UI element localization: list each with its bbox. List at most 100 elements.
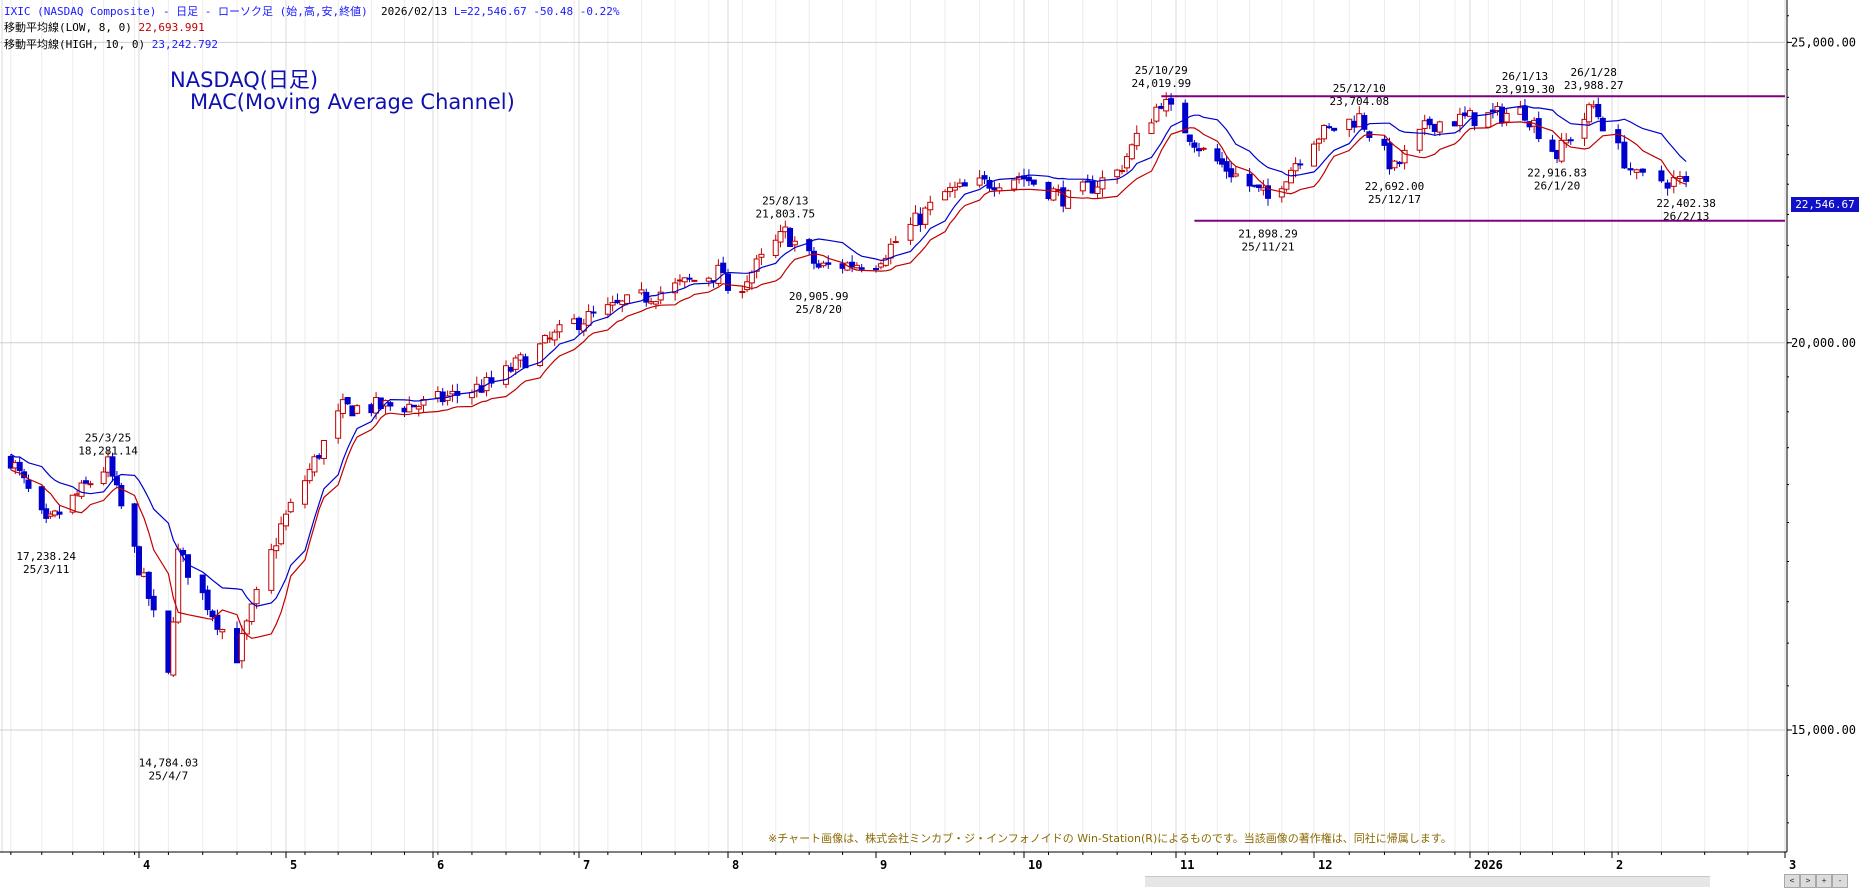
candle-down <box>199 574 206 594</box>
candle-up <box>652 301 659 305</box>
candle-down <box>1627 168 1634 171</box>
header-last: L=22,546.67 <box>453 5 527 18</box>
candle-down <box>82 480 89 484</box>
candle-up <box>248 603 255 622</box>
candle-up <box>571 318 578 324</box>
ma-low-line <box>10 121 1687 639</box>
candle-up <box>1133 132 1140 147</box>
candle-down <box>1521 106 1528 121</box>
candle-up <box>100 471 107 485</box>
annotation-value: 18,281.14 <box>78 445 138 458</box>
candle-up <box>268 549 275 591</box>
candle-up <box>1099 177 1106 190</box>
candle-down <box>981 175 988 180</box>
annotation-date: 25/12/10 <box>1333 82 1386 95</box>
candle-up <box>604 304 611 315</box>
annotation-value: 20,905.99 <box>789 290 849 303</box>
candle-down <box>917 213 924 226</box>
candle-down <box>1664 182 1671 189</box>
candle-up <box>273 545 280 552</box>
candle-down <box>1396 161 1403 165</box>
scroll-left-icon[interactable]: < <box>1784 874 1800 888</box>
candle-down <box>1535 118 1542 140</box>
ma-high-value: 23,242.792 <box>151 38 218 51</box>
candle-up <box>1356 113 1363 128</box>
candle-down <box>411 404 418 408</box>
candle-up <box>777 231 784 243</box>
candle-up <box>927 201 934 211</box>
candle-down <box>488 377 495 384</box>
candle-up <box>820 262 827 267</box>
annotation-date: 25/3/11 <box>23 563 69 576</box>
candle-up <box>517 354 524 361</box>
annotation-date: 25/8/20 <box>796 303 842 316</box>
horizontal-scrollbar[interactable] <box>1145 876 1710 887</box>
candle-up <box>170 621 177 676</box>
candle-down <box>873 268 879 271</box>
zoom-out-icon[interactable]: - <box>1832 874 1848 888</box>
candle-up <box>1321 124 1328 140</box>
x-tick-label: 5 <box>290 858 297 872</box>
candle-down <box>204 589 211 611</box>
candle-down <box>507 366 514 372</box>
candle-down <box>25 479 32 489</box>
candle-up <box>306 468 313 482</box>
candle-up <box>715 264 722 284</box>
annotation-value: 22,916.83 <box>1527 167 1587 180</box>
candle-up <box>1094 186 1101 195</box>
candle-up <box>956 182 963 187</box>
grid-lines <box>0 0 1786 852</box>
candle-down <box>810 250 817 264</box>
zoom-in-icon[interactable]: + <box>1816 874 1832 888</box>
annotation-value: 22,402.38 <box>1656 197 1716 210</box>
chart-title: NASDAQ(日足) <box>170 68 319 92</box>
candle-down <box>1595 103 1602 118</box>
candle-down <box>1381 138 1388 146</box>
scroll-right-icon[interactable]: > <box>1800 874 1816 888</box>
candle-up <box>301 480 308 505</box>
x-tick-label: 11 <box>1180 858 1194 872</box>
ma-low-label: 移動平均線(LOW, 8, 0) <box>4 21 132 34</box>
candle-up <box>1119 170 1126 173</box>
axes: 15,000.00 20,000.00 25,000.00 4 5 6 7 8 9 10 11 12 2… <box>0 0 1856 872</box>
candle-down <box>214 614 221 630</box>
annotation-value: 14,784.03 <box>139 756 199 769</box>
candle-up <box>1163 99 1170 112</box>
candle-up <box>219 629 226 633</box>
y-tick-label: 25,000.00 <box>1791 35 1856 49</box>
candle-up <box>744 281 751 291</box>
x-tick-label: 4 <box>143 858 150 872</box>
candles <box>7 92 1690 677</box>
candle-up <box>1153 106 1160 122</box>
candle-down <box>1246 173 1253 187</box>
candle-up <box>1485 112 1492 128</box>
candle-down <box>1158 105 1165 109</box>
header-change: -50.48 <box>533 5 574 18</box>
ma-high-line <box>10 104 1687 607</box>
candle-up <box>449 390 456 395</box>
candle-down <box>1361 115 1368 130</box>
candle-up <box>657 291 664 301</box>
annotation-value: 24,019.99 <box>1131 77 1191 90</box>
candle-down <box>1599 117 1606 132</box>
annotation-date: 26/1/13 <box>1502 70 1548 83</box>
x-tick-label: 7 <box>583 858 590 872</box>
annotation-value: 22,692.00 <box>1365 180 1425 193</box>
annotation-date: 25/4/7 <box>149 769 189 782</box>
candle-down <box>1331 127 1338 131</box>
candle-up <box>681 277 688 283</box>
candle-up <box>278 523 285 545</box>
candle-up <box>947 187 953 193</box>
candle-up <box>1114 169 1121 178</box>
candle-up <box>1055 189 1062 192</box>
candle-up <box>942 191 949 201</box>
candle-down <box>1658 170 1665 182</box>
candle-down <box>1615 129 1622 144</box>
candle-up <box>691 279 698 282</box>
candle-up <box>311 456 318 473</box>
candle-down <box>1228 168 1235 178</box>
candle-down <box>576 317 582 331</box>
candle-up <box>415 406 422 410</box>
candle-down <box>849 261 856 268</box>
candle-down <box>1451 121 1458 127</box>
